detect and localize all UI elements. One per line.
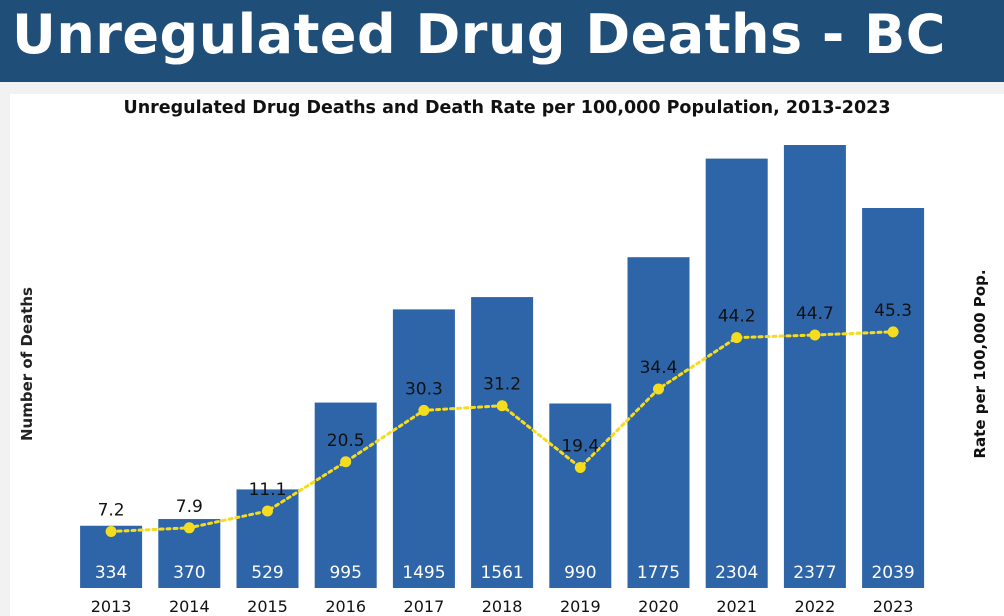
rate-point-2013 — [105, 525, 117, 537]
rate-point-2016 — [340, 456, 352, 468]
bar-2021 — [705, 158, 768, 588]
bar-2018 — [471, 297, 534, 588]
rate-point-2022 — [809, 329, 821, 341]
x-tick-label-2015: 2015 — [247, 597, 288, 616]
rate-value-label-2020: 34.4 — [640, 358, 678, 378]
bar-value-label-2016: 995 — [329, 563, 361, 583]
bar-value-label-2017: 1495 — [402, 563, 445, 583]
rate-point-2020 — [653, 383, 664, 395]
rate-value-label-2013: 7.2 — [98, 500, 125, 520]
x-tick-label-2017: 2017 — [404, 597, 445, 616]
x-tick-label-2016: 2016 — [325, 597, 366, 616]
rate-point-2014 — [183, 522, 195, 534]
header-banner: Unregulated Drug Deaths - BC — [0, 0, 1004, 82]
rate-value-label-2016: 20.5 — [327, 431, 365, 451]
x-tick-label-2014: 2014 — [169, 597, 210, 616]
x-tick-label-2023: 2023 — [873, 597, 914, 616]
rate-point-2017 — [418, 404, 430, 416]
bar-2017 — [392, 309, 455, 588]
bar-value-label-2022: 2377 — [793, 563, 836, 583]
rate-point-2023 — [887, 326, 899, 338]
bar-value-label-2018: 1561 — [480, 563, 523, 583]
rate-value-label-2021: 44.2 — [718, 307, 756, 327]
bar-value-label-2015: 529 — [251, 563, 283, 583]
bar-2023 — [862, 207, 925, 588]
rate-value-label-2014: 7.9 — [176, 497, 203, 517]
x-tick-label-2020: 2020 — [638, 597, 679, 616]
x-tick-label-2013: 2013 — [91, 597, 132, 616]
bar-value-label-2021: 2304 — [715, 563, 758, 583]
chart-title: Unregulated Drug Deaths and Death Rate p… — [123, 98, 891, 118]
rate-value-label-2023: 45.3 — [874, 301, 912, 321]
rate-value-label-2015: 11.1 — [249, 480, 287, 500]
bar-value-label-2019: 990 — [564, 563, 596, 583]
bar-2022 — [783, 145, 846, 588]
rate-point-2019 — [574, 462, 586, 474]
rate-point-2015 — [262, 505, 273, 517]
bar-2020 — [627, 257, 690, 588]
x-tick-label-2018: 2018 — [482, 597, 523, 616]
rate-value-label-2022: 44.7 — [796, 304, 834, 324]
rate-point-2021 — [731, 332, 743, 344]
x-tick-label-2022: 2022 — [795, 597, 836, 616]
x-tick-label-2019: 2019 — [560, 597, 601, 616]
bar-value-label-2023: 2039 — [871, 563, 914, 583]
rate-value-label-2018: 31.2 — [483, 375, 521, 395]
bar-value-label-2014: 370 — [173, 563, 205, 583]
rate-value-label-2019: 19.4 — [561, 437, 599, 457]
bar-2019 — [549, 403, 612, 588]
rate-value-label-2017: 30.3 — [405, 379, 443, 399]
bar-value-label-2020: 1775 — [637, 563, 680, 583]
page-title: Unregulated Drug Deaths - BC — [12, 3, 946, 66]
bar-2016 — [314, 402, 377, 588]
rate-point-2018 — [496, 400, 508, 412]
bar-value-label-2013: 334 — [95, 563, 127, 583]
x-tick-label-2021: 2021 — [716, 597, 757, 616]
